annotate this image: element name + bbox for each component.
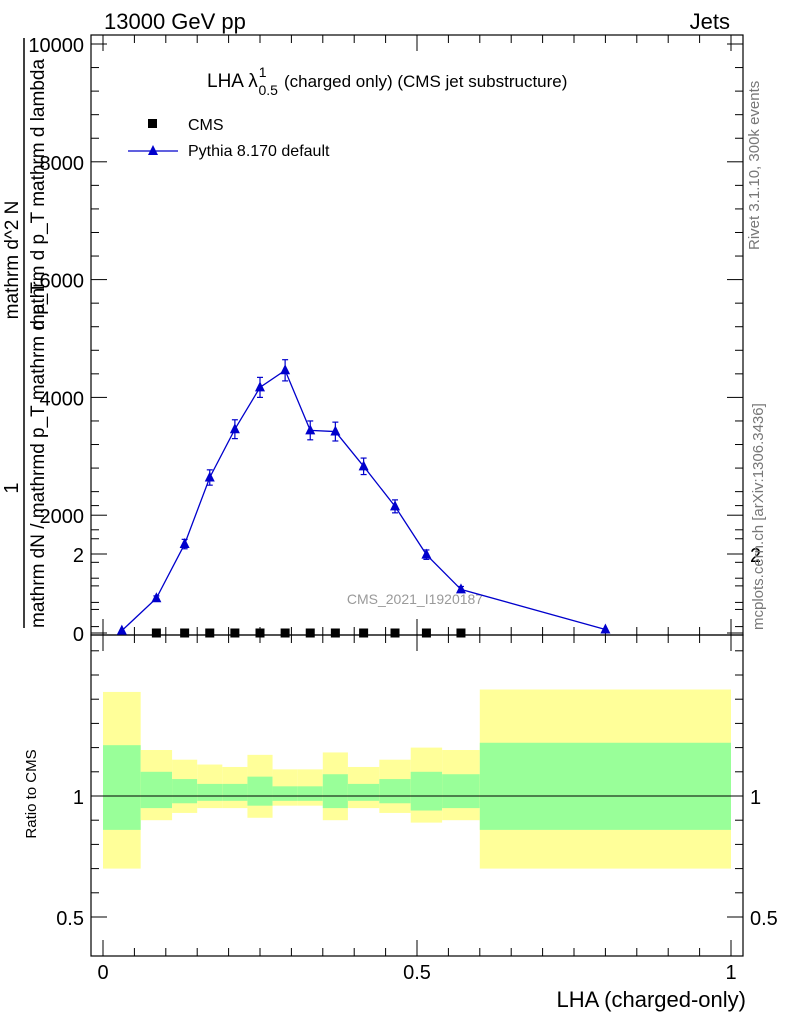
analysis-watermark: CMS_2021_I1920187: [347, 591, 483, 607]
ratio-ytick-label-right: 0.5: [750, 908, 778, 930]
ratio-band-green: [140, 771, 173, 809]
ratio-bands: [103, 689, 731, 869]
main-ytick-label: 2000: [40, 506, 85, 528]
cms-point: [180, 628, 190, 638]
pythia-line: [121, 369, 606, 632]
header-right: Jets: [690, 9, 730, 34]
cms-point: [280, 628, 290, 638]
main-ylabel-one: 1: [1, 482, 23, 493]
ratio-band-green: [347, 783, 380, 801]
pythia-point: [229, 423, 240, 434]
header-left: 13000 GeV pp: [104, 9, 246, 34]
cms-point: [359, 628, 369, 638]
cms-point: [230, 628, 240, 638]
plot-title-sup: 1: [259, 64, 267, 80]
plot-title-sub: 0.5: [259, 82, 279, 98]
legend: CMS Pythia 8.170 default: [128, 117, 330, 160]
cms-point: [205, 628, 215, 638]
main-ylabel-den1: mathrm dN / mathrmd p_T mathrm d p_T: [28, 282, 49, 628]
main-ytick-label: 6000: [40, 271, 85, 293]
pythia-point: [455, 583, 466, 594]
pythia-point: [305, 424, 316, 435]
x-tick-label: 1: [725, 962, 736, 984]
plot-title-main: LHA λ: [207, 71, 258, 92]
ratio-band-green: [103, 745, 141, 830]
cms-point: [456, 628, 466, 638]
cms-point: [305, 628, 315, 638]
ratio-ytick-label: 0.5: [56, 908, 84, 930]
ratio-axis-ticks: 0.5 0.5 1 1 2 2 0 0.5 1: [56, 505, 778, 984]
pythia-point: [204, 471, 215, 482]
plot-title-rest: (charged only) (CMS jet substructure): [284, 72, 567, 91]
plot-title: LHA λ1 0.5 (charged only) (CMS jet substru…: [207, 64, 567, 98]
main-ylabel-num2: mathrm d^2 N: [2, 201, 23, 320]
x-tick-label: 0: [97, 962, 108, 984]
ratio-band-green: [197, 783, 223, 801]
ratio-band-green: [247, 776, 273, 806]
cms-point: [151, 628, 161, 638]
rivet-label: Rivet 3.1.10, 300k events: [746, 81, 763, 250]
mcplots-label: mcplots.cern.ch [arXiv:1306.3436]: [750, 403, 767, 630]
main-ytick-label: 4000: [40, 388, 85, 410]
cms-point: [421, 628, 431, 638]
pythia-point: [358, 460, 369, 471]
series-pythia: [116, 359, 611, 635]
ratio-band-green: [322, 774, 348, 809]
ratio-band-green: [379, 779, 411, 804]
pythia-point: [390, 500, 401, 511]
x-tick-label: 0.5: [403, 962, 431, 984]
ratio-band-green: [297, 786, 323, 801]
ratio-ytick-label-right: 1: [750, 787, 761, 809]
ratio-ytick-label: 2: [73, 545, 84, 567]
ratio-band-green: [172, 779, 198, 804]
legend-marker-pythia: [148, 145, 158, 155]
legend-marker-cms: [148, 119, 157, 128]
legend-label-cms: CMS: [188, 117, 224, 134]
pythia-point: [179, 538, 190, 549]
ratio-band-green: [272, 786, 298, 801]
cms-point: [255, 628, 265, 638]
main-ytick-label: 8000: [40, 153, 85, 175]
pythia-point: [280, 364, 291, 375]
legend-label-pythia: Pythia 8.170 default: [188, 143, 330, 160]
ratio-ylabel: Ratio to CMS: [23, 749, 40, 838]
main-ytick-label: 10000: [28, 35, 84, 57]
pythia-point: [151, 592, 162, 603]
pythia-point: [116, 624, 127, 635]
ratio-band-green: [410, 771, 443, 811]
pythia-point: [330, 425, 341, 436]
main-ytick-label: 0: [73, 624, 84, 646]
ratio-ytick-label: 1: [73, 787, 84, 809]
ratio-band-green: [222, 783, 248, 801]
main-axis-ticks: 0 2000 4000 6000 8000 10000: [28, 35, 743, 646]
main-ylabel: 1 mathrm dN / mathrmd p_T mathrm d p_T m…: [1, 38, 49, 628]
ratio-ytick-label-right: 2: [750, 545, 761, 567]
pythia-point: [255, 381, 265, 392]
main-ylabel-den2: mathrm d p_T mathrm d lambda: [28, 59, 49, 330]
cms-point: [330, 628, 340, 638]
ratio-band-green: [442, 774, 480, 809]
series-cms: [151, 628, 466, 638]
pythia-point: [600, 623, 611, 634]
pythia-point: [421, 548, 432, 559]
ratio-band-green: [479, 742, 731, 830]
x-axis-label: LHA (charged-only): [556, 987, 746, 1012]
cms-point: [390, 628, 400, 638]
